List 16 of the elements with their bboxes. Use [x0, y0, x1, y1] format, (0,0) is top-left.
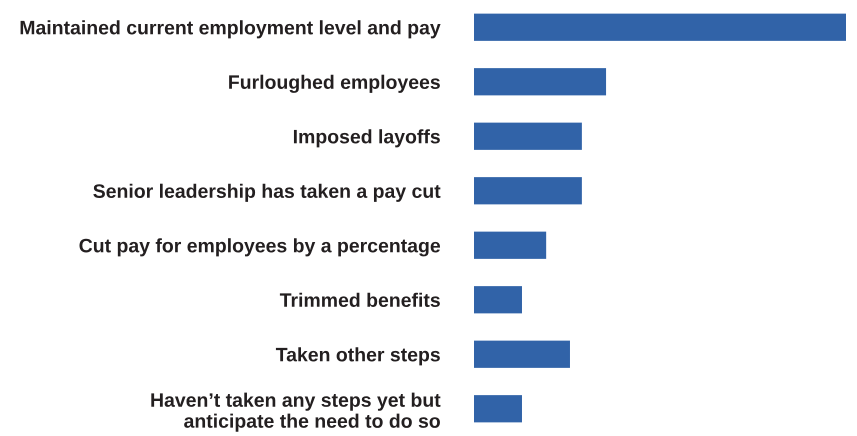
bar: [474, 286, 522, 314]
y-tick-label: Senior leadership has taken a pay cut: [93, 184, 440, 202]
y-tick-label: Maintained current employment level and pay: [20, 20, 441, 38]
bar: [474, 340, 570, 368]
bar: [474, 122, 582, 150]
y-tick-label: Taken other steps: [276, 347, 440, 366]
y-tick-label: Trimmed benefits: [280, 292, 440, 307]
bar: [474, 68, 606, 96]
bar: [474, 177, 582, 204]
y-tick-label: Furloughed employees: [229, 74, 440, 93]
y-tick-label: Haven’t taken any steps yet but anticipate the need to do so: [151, 392, 440, 432]
bar: [474, 232, 546, 259]
bar: [474, 14, 846, 41]
bar: [474, 395, 522, 422]
y-tick-label: Cut pay for employees by a percentage: [79, 238, 440, 256]
y-tick-label: Imposed layoffs: [294, 129, 440, 148]
